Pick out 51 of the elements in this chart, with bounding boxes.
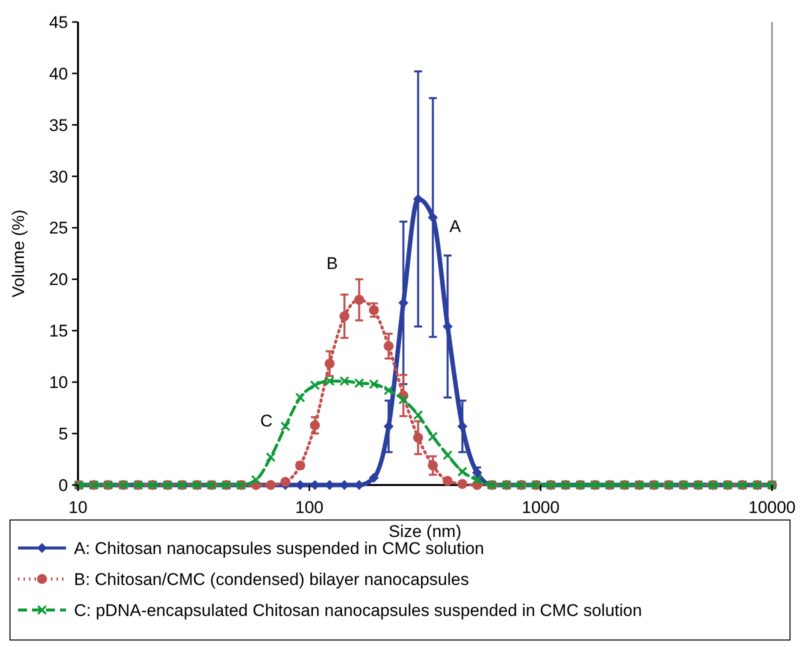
point	[368, 379, 379, 390]
x-axis-title: Size (nm)	[388, 522, 462, 541]
point	[428, 212, 438, 222]
y-tick-label: 15	[49, 322, 68, 341]
point	[280, 476, 290, 487]
point	[457, 466, 468, 477]
y-tick-label: 40	[49, 64, 68, 84]
annotation: A	[449, 216, 462, 236]
legend-label: C: pDNA-encapsulated Chitosan nanocapsules suspended in CMC solution	[74, 600, 642, 620]
y-tick-label: 5	[58, 424, 68, 444]
point	[472, 474, 482, 485]
point	[324, 376, 335, 386]
point	[442, 450, 453, 460]
point	[457, 421, 468, 432]
y-tick-label: 25	[49, 218, 68, 238]
point	[310, 380, 320, 390]
x-tick-label: 10000	[748, 498, 796, 517]
y-tick-label: 30	[49, 167, 68, 186]
point	[384, 341, 394, 352]
point	[339, 376, 350, 386]
point	[339, 311, 350, 322]
y-tick-label: 45	[49, 12, 68, 32]
point	[457, 478, 468, 489]
y-tick-label: 0	[58, 476, 68, 495]
point	[368, 305, 379, 316]
point	[280, 421, 290, 432]
point	[324, 358, 335, 369]
point	[384, 385, 394, 396]
point	[354, 294, 364, 305]
point	[413, 432, 424, 443]
point	[413, 410, 424, 420]
annotation: C	[260, 411, 273, 430]
point	[442, 476, 453, 486]
point	[413, 194, 424, 204]
x-tick-label: 1000	[522, 498, 560, 517]
point	[310, 420, 320, 430]
y-axis-title: Volume (%)	[9, 210, 28, 298]
point	[295, 392, 306, 403]
point	[428, 432, 438, 442]
point	[368, 472, 379, 483]
y-tick-label: 20	[49, 270, 68, 290]
point	[428, 460, 438, 470]
point	[354, 378, 364, 388]
y-tick-label: 10	[49, 373, 68, 392]
point	[250, 474, 261, 485]
legend-label: B: Chitosan/CMC (condensed) bilayer nanocapsules	[74, 570, 469, 589]
x-tick-label: 100	[295, 498, 324, 517]
point	[266, 452, 276, 462]
y-tick-label: 35	[49, 116, 68, 135]
point	[398, 394, 408, 405]
annotation: B	[326, 254, 338, 273]
